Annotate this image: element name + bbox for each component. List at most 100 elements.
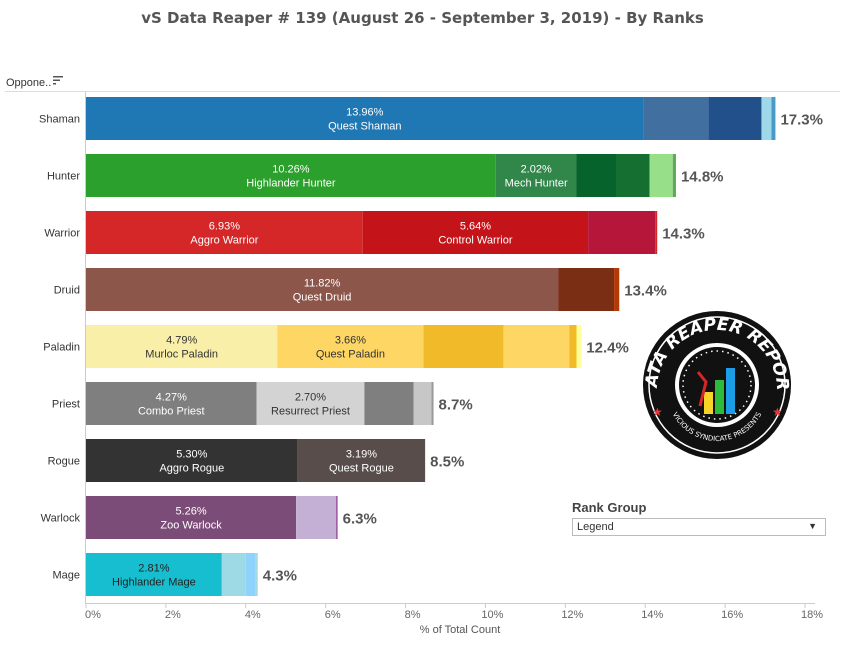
row-label-rogue: Rogue bbox=[48, 456, 80, 468]
x-tick-label: 10% bbox=[481, 609, 503, 621]
bar-segment[interactable] bbox=[614, 268, 620, 311]
segment-deck-label: Resurrect Priest bbox=[271, 406, 350, 418]
bar-segment[interactable] bbox=[296, 496, 337, 539]
bar-segment[interactable] bbox=[221, 553, 246, 596]
row-total-label: 14.3% bbox=[662, 226, 705, 243]
row-total-label: 14.8% bbox=[681, 169, 724, 186]
bar-segment[interactable] bbox=[655, 211, 658, 254]
bar-segment[interactable] bbox=[86, 154, 496, 197]
x-tick-label: 0% bbox=[85, 609, 101, 621]
bar-segment[interactable] bbox=[503, 325, 570, 368]
row-label-druid: Druid bbox=[54, 285, 80, 297]
x-tick-label: 16% bbox=[721, 609, 743, 621]
row-total-label: 13.4% bbox=[624, 283, 667, 300]
bar-segment[interactable] bbox=[413, 382, 432, 425]
bar-segment[interactable] bbox=[86, 382, 257, 425]
row-label-warrior: Warrior bbox=[44, 228, 80, 240]
bar-segment[interactable] bbox=[431, 382, 434, 425]
svg-text:★: ★ bbox=[772, 405, 783, 419]
header-divider bbox=[5, 91, 840, 92]
bar-segment[interactable] bbox=[86, 211, 363, 254]
rank-group-selected: Legend bbox=[577, 521, 614, 533]
bar-segment[interactable] bbox=[423, 325, 504, 368]
bar-segment[interactable] bbox=[495, 154, 577, 197]
segment-value-label: 13.96% bbox=[346, 107, 384, 119]
row-total-label: 4.3% bbox=[263, 568, 297, 585]
row-label-shaman: Shaman bbox=[39, 114, 80, 126]
x-axis-title: % of Total Count bbox=[419, 624, 501, 636]
bar-segment[interactable] bbox=[364, 382, 414, 425]
bar-segment[interactable] bbox=[708, 97, 762, 140]
y-axis-line bbox=[85, 92, 86, 604]
bar-segment[interactable] bbox=[277, 325, 424, 368]
segment-deck-label: Highlander Mage bbox=[112, 577, 196, 589]
segment-deck-label: Quest Shaman bbox=[328, 121, 401, 133]
svg-text:★: ★ bbox=[652, 405, 663, 419]
row-label-paladin: Paladin bbox=[43, 342, 80, 354]
x-tick-label: 12% bbox=[561, 609, 583, 621]
bar-segment[interactable] bbox=[576, 325, 582, 368]
row-total-label: 6.3% bbox=[343, 511, 377, 528]
row-label-warlock: Warlock bbox=[41, 513, 81, 525]
bar-segment[interactable] bbox=[569, 325, 577, 368]
bar-segment[interactable] bbox=[576, 154, 617, 197]
segment-value-label: 5.64% bbox=[460, 221, 491, 233]
row-label-hunter: Hunter bbox=[47, 171, 80, 183]
rank-group-dropdown[interactable]: Legend ▼ bbox=[572, 518, 826, 536]
segment-value-label: 3.66% bbox=[335, 335, 366, 347]
rank-group-label: Rank Group bbox=[572, 500, 647, 515]
bar-segment[interactable] bbox=[86, 97, 644, 140]
bar-segment[interactable] bbox=[86, 268, 559, 311]
segment-deck-label: Quest Rogue bbox=[329, 463, 394, 475]
bar-segment[interactable] bbox=[86, 496, 297, 539]
segment-deck-label: Mech Hunter bbox=[505, 178, 568, 190]
segment-deck-label: Quest Paladin bbox=[316, 349, 385, 361]
segment-value-label: 5.26% bbox=[175, 506, 206, 518]
bar-segment[interactable] bbox=[771, 97, 776, 140]
x-tick-label: 4% bbox=[245, 609, 261, 621]
segment-deck-label: Control Warrior bbox=[438, 235, 512, 247]
row-total-label: 8.5% bbox=[430, 454, 464, 471]
bar-segment[interactable] bbox=[588, 211, 656, 254]
segment-value-label: 6.93% bbox=[209, 221, 240, 233]
row-label-priest: Priest bbox=[52, 399, 80, 411]
row-total-label: 8.7% bbox=[439, 397, 473, 414]
x-axis-line bbox=[85, 603, 815, 604]
data-reaper-logo: DATA REAPER REPORT VICIOUS SYNDICATE PRE… bbox=[630, 310, 792, 459]
bar-segment[interactable] bbox=[362, 211, 589, 254]
segment-value-label: 10.26% bbox=[272, 164, 310, 176]
bar-segment[interactable] bbox=[256, 382, 365, 425]
bar-segment[interactable] bbox=[336, 496, 338, 539]
segment-value-label: 2.02% bbox=[521, 164, 552, 176]
segment-deck-label: Murloc Paladin bbox=[145, 349, 218, 361]
row-header-opponent[interactable]: Oppone.. bbox=[6, 77, 52, 89]
bar-segment[interactable] bbox=[558, 268, 615, 311]
x-tick-label: 18% bbox=[801, 609, 823, 621]
segment-deck-label: Combo Priest bbox=[138, 406, 205, 418]
bar-segment[interactable] bbox=[761, 97, 772, 140]
x-tick-label: 2% bbox=[165, 609, 181, 621]
segment-deck-label: Aggro Rogue bbox=[159, 463, 224, 475]
x-tick-label: 14% bbox=[641, 609, 663, 621]
row-total-label: 12.4% bbox=[586, 340, 629, 357]
bar-segment[interactable] bbox=[297, 439, 426, 482]
bar-segment[interactable] bbox=[86, 553, 222, 596]
bar-segment[interactable] bbox=[643, 97, 709, 140]
sort-descending-icon[interactable] bbox=[53, 75, 63, 85]
bar-segment[interactable] bbox=[86, 439, 298, 482]
bar-segment[interactable] bbox=[245, 553, 256, 596]
segment-deck-label: Highlander Hunter bbox=[246, 178, 336, 190]
bar-segment[interactable] bbox=[255, 553, 258, 596]
bar-segment[interactable] bbox=[649, 154, 673, 197]
bar-segment[interactable] bbox=[86, 325, 278, 368]
x-tick-label: 8% bbox=[405, 609, 421, 621]
row-label-mage: Mage bbox=[52, 570, 80, 582]
segment-value-label: 2.81% bbox=[138, 563, 169, 575]
bar-segment[interactable] bbox=[672, 154, 676, 197]
segment-value-label: 5.30% bbox=[176, 449, 207, 461]
segment-value-label: 2.70% bbox=[295, 392, 326, 404]
bar-segment[interactable] bbox=[616, 154, 650, 197]
segment-deck-label: Zoo Warlock bbox=[160, 520, 222, 532]
row-total-label: 17.3% bbox=[780, 112, 823, 129]
